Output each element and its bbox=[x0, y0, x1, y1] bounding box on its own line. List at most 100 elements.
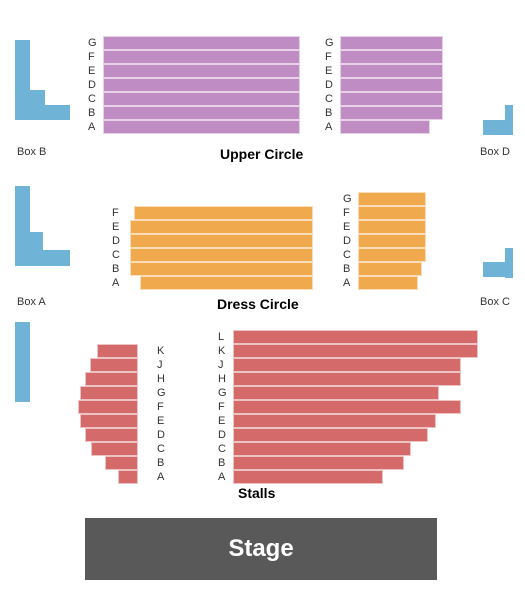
dress-right-row-C[interactable] bbox=[358, 248, 426, 262]
stalls-right-label-D: D bbox=[218, 429, 226, 441]
stalls-right-row-C[interactable] bbox=[233, 442, 411, 456]
upper-right-row-G[interactable] bbox=[340, 36, 443, 50]
stalls-right-row-G[interactable] bbox=[233, 386, 439, 400]
dress-right-label-E: E bbox=[343, 221, 350, 233]
stalls-left-label-F: F bbox=[157, 401, 164, 413]
upper-left-row-E[interactable] bbox=[103, 64, 300, 78]
dress-left-row-A[interactable] bbox=[140, 276, 313, 290]
stalls-left-row-A[interactable] bbox=[118, 470, 138, 484]
stalls-left-row-J[interactable] bbox=[90, 358, 138, 372]
stalls-right-label-L: L bbox=[218, 331, 224, 343]
upper-right-row-D[interactable] bbox=[340, 78, 443, 92]
stalls-right-label-E: E bbox=[218, 415, 225, 427]
stalls-right-row-B[interactable] bbox=[233, 456, 404, 470]
stalls-right-label-K: K bbox=[218, 345, 225, 357]
stalls-left-label-E: E bbox=[157, 415, 164, 427]
stalls-right-label-B: B bbox=[218, 457, 225, 469]
stalls-left-label-K: K bbox=[157, 345, 164, 357]
upper-right-label-B: B bbox=[325, 107, 332, 119]
dress-left-row-C[interactable] bbox=[130, 248, 313, 262]
stalls-right-row-F[interactable] bbox=[233, 400, 461, 414]
stalls-right-row-K[interactable] bbox=[233, 344, 478, 358]
dress-right-label-C: C bbox=[343, 249, 351, 261]
dress-left-label-B: B bbox=[112, 263, 119, 275]
box-a-ext2[interactable] bbox=[40, 250, 70, 266]
stalls-left-row-H[interactable] bbox=[85, 372, 138, 386]
stalls-left-label-J: J bbox=[157, 359, 163, 371]
stalls-left-label-H: H bbox=[157, 373, 165, 385]
box-label-d: Box D bbox=[480, 146, 510, 158]
stalls-right-label-F: F bbox=[218, 401, 225, 413]
upper-left-label-D: D bbox=[88, 79, 96, 91]
stalls-right-label-G: G bbox=[218, 387, 227, 399]
upper-left-label-G: G bbox=[88, 37, 97, 49]
upper-left-label-B: B bbox=[88, 107, 95, 119]
box-d-ext[interactable] bbox=[505, 105, 513, 135]
box-side[interactable] bbox=[15, 322, 30, 402]
stalls-left-label-B: B bbox=[157, 457, 164, 469]
upper-right-row-F[interactable] bbox=[340, 50, 443, 64]
stalls-right-row-L[interactable] bbox=[233, 330, 478, 344]
dress-left-row-F[interactable] bbox=[134, 206, 313, 220]
stalls-left-row-E[interactable] bbox=[80, 414, 138, 428]
box-b-ext2[interactable] bbox=[40, 105, 70, 120]
upper-right-row-A[interactable] bbox=[340, 120, 430, 134]
box-b-main[interactable] bbox=[15, 40, 30, 120]
section-label-stalls: Stalls bbox=[238, 485, 275, 501]
upper-left-label-E: E bbox=[88, 65, 95, 77]
stalls-right-row-E[interactable] bbox=[233, 414, 436, 428]
upper-left-label-F: F bbox=[88, 51, 95, 63]
stage-label: Stage bbox=[228, 535, 293, 563]
dress-left-label-F: F bbox=[112, 207, 119, 219]
upper-left-label-A: A bbox=[88, 121, 95, 133]
upper-left-row-F[interactable] bbox=[103, 50, 300, 64]
stalls-left-row-B[interactable] bbox=[105, 456, 138, 470]
stalls-left-row-G[interactable] bbox=[80, 386, 138, 400]
dress-right-row-F[interactable] bbox=[358, 206, 426, 220]
section-label-dress: Dress Circle bbox=[217, 296, 299, 312]
upper-right-row-C[interactable] bbox=[340, 92, 443, 106]
upper-left-label-C: C bbox=[88, 93, 96, 105]
dress-right-label-A: A bbox=[343, 277, 350, 289]
dress-right-row-E[interactable] bbox=[358, 220, 426, 234]
upper-left-row-A[interactable] bbox=[103, 120, 300, 134]
stalls-left-row-C[interactable] bbox=[91, 442, 138, 456]
stalls-left-row-K[interactable] bbox=[97, 344, 138, 358]
stalls-right-label-H: H bbox=[218, 373, 226, 385]
box-c-ext[interactable] bbox=[505, 248, 513, 278]
stalls-right-row-A[interactable] bbox=[233, 470, 383, 484]
stalls-right-row-J[interactable] bbox=[233, 358, 461, 372]
stalls-right-row-D[interactable] bbox=[233, 428, 428, 442]
upper-left-row-D[interactable] bbox=[103, 78, 300, 92]
box-label-c: Box C bbox=[480, 296, 510, 308]
upper-right-row-B[interactable] bbox=[340, 106, 443, 120]
box-label-a: Box A bbox=[17, 296, 46, 308]
upper-right-label-G: G bbox=[325, 37, 334, 49]
dress-left-row-B[interactable] bbox=[130, 262, 313, 276]
upper-right-label-F: F bbox=[325, 51, 332, 63]
upper-left-row-C[interactable] bbox=[103, 92, 300, 106]
dress-left-label-C: C bbox=[112, 249, 120, 261]
stalls-right-row-H[interactable] bbox=[233, 372, 461, 386]
dress-right-row-G[interactable] bbox=[358, 192, 426, 206]
box-label-b: Box B bbox=[17, 146, 46, 158]
section-label-upper: Upper Circle bbox=[220, 146, 303, 162]
dress-right-row-A[interactable] bbox=[358, 276, 418, 290]
dress-left-label-A: A bbox=[112, 277, 119, 289]
dress-right-label-B: B bbox=[343, 263, 350, 275]
dress-right-label-G: G bbox=[343, 193, 352, 205]
upper-left-row-G[interactable] bbox=[103, 36, 300, 50]
stalls-left-row-F[interactable] bbox=[78, 400, 138, 414]
dress-left-row-E[interactable] bbox=[130, 220, 313, 234]
upper-left-row-B[interactable] bbox=[103, 106, 300, 120]
dress-left-row-D[interactable] bbox=[130, 234, 313, 248]
stage: Stage bbox=[85, 518, 437, 580]
upper-right-label-A: A bbox=[325, 121, 332, 133]
upper-right-label-D: D bbox=[325, 79, 333, 91]
upper-right-label-E: E bbox=[325, 65, 332, 77]
upper-right-row-E[interactable] bbox=[340, 64, 443, 78]
dress-right-row-B[interactable] bbox=[358, 262, 422, 276]
dress-left-label-D: D bbox=[112, 235, 120, 247]
dress-right-row-D[interactable] bbox=[358, 234, 426, 248]
stalls-left-row-D[interactable] bbox=[85, 428, 138, 442]
